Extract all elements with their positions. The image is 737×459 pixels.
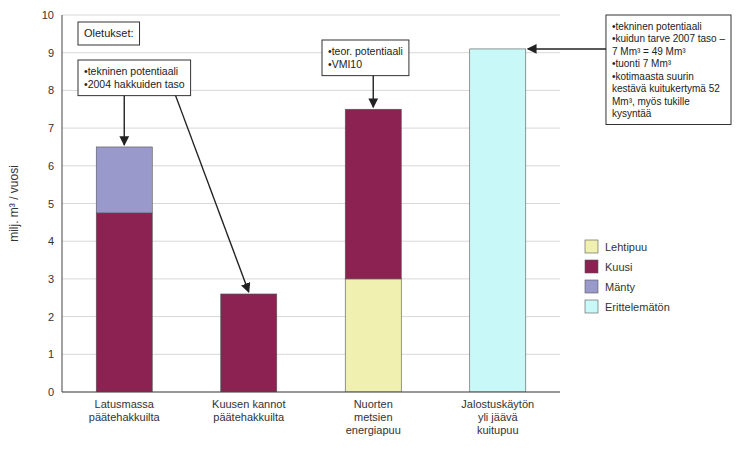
annotation-box — [78, 22, 140, 45]
annotation-line: •kuidun tarve 2007 taso – — [612, 33, 725, 44]
annotation-line: Mm³, myös tukille — [612, 96, 690, 107]
annotation-arrow — [124, 96, 125, 145]
annotation-box — [78, 60, 191, 96]
y-tick-label: 6 — [48, 160, 54, 172]
x-tick-label-line: metsien — [354, 411, 393, 423]
x-tick-label: Jalostuskäytönyli jääväkuitupuu — [461, 398, 534, 436]
annotation-arrow — [176, 96, 249, 292]
chart: 012345678910milj. m³ / vuosiLatusmassapä… — [0, 0, 737, 459]
annotation-line: kysyntää — [612, 108, 652, 119]
annotation-line: kestävä kuitukertymä 52 — [612, 83, 720, 94]
annotation-line: Oletukset: — [84, 27, 134, 39]
annotation: •tekninen potentiaali•kuidun tarve 2007 … — [528, 15, 731, 125]
bar-segment — [96, 147, 152, 213]
x-tick-label-line: Nuorten — [354, 398, 393, 410]
grid-line — [62, 15, 560, 16]
bar-segment — [345, 109, 401, 110]
annotation: •teor. potentiaali•VMI10 — [322, 40, 409, 107]
bar-segment — [96, 213, 152, 392]
x-tick-label-line: kuitupuu — [477, 424, 519, 436]
bars — [96, 49, 526, 392]
bar-segment — [96, 146, 152, 147]
y-tick-label: 2 — [48, 311, 54, 323]
annotation-line: •tekninen potentiaali — [84, 65, 178, 77]
annotation-line: •teor. potentiaali — [328, 45, 403, 57]
annotation-text: •tekninen potentiaali•kuidun tarve 2007 … — [612, 21, 725, 120]
y-tick-label: 9 — [48, 47, 54, 59]
annotation-line: •tekninen potentiaali — [612, 21, 702, 32]
grid-line — [62, 392, 560, 393]
annotation-box — [606, 15, 731, 125]
annotation-text: •teor. potentiaali•VMI10 — [328, 45, 403, 70]
bar-segment — [221, 293, 277, 294]
y-tick-label: 5 — [48, 198, 54, 210]
x-tick-label: Nuortenmetsienenergiapuu — [346, 398, 401, 436]
legend-swatch — [585, 240, 598, 253]
y-tick-label: 3 — [48, 273, 54, 285]
x-tick-label-line: Latusmassa — [95, 398, 155, 410]
y-tick-label: 7 — [48, 122, 54, 134]
x-tick-label-line: päätehakkuilta — [89, 411, 161, 423]
bar-segment — [221, 293, 277, 294]
annotation-arrow — [528, 48, 606, 49]
x-tick-label-line: energiapuu — [346, 424, 401, 436]
y-axis-label: milj. m³ / vuosi — [7, 165, 21, 242]
y-tick-label: 10 — [42, 9, 54, 21]
legend-label: Kuusi — [605, 261, 633, 273]
annotation-line: •kotimaasta suurin — [612, 71, 694, 82]
annotation: •tekninen potentiaali•2004 hakkuiden tas… — [78, 60, 249, 292]
legend-label: Mänty — [605, 281, 635, 293]
annotation-line: •VMI10 — [328, 58, 362, 70]
x-tick-label-line: Jalostuskäytön — [461, 398, 534, 410]
annotation-text: Oletukset: — [84, 27, 134, 39]
y-tick-label: 8 — [48, 84, 54, 96]
x-tick-label: Kuusen kannotpäätehakkuilta — [212, 398, 285, 423]
x-axis — [62, 392, 560, 393]
y-tick-label: 4 — [48, 235, 54, 247]
legend-swatch — [585, 300, 598, 313]
y-tick-label: 0 — [48, 386, 54, 398]
bar-segment — [345, 279, 401, 392]
x-tick-label: Latusmassapäätehakkuilta — [89, 398, 161, 423]
legend-label: Erittelemätön — [605, 301, 670, 313]
x-tick-label-line: päätehakkuilta — [213, 411, 285, 423]
x-tick-label-line: Kuusen kannot — [212, 398, 285, 410]
annotation-line: •2004 hakkuiden taso — [84, 78, 185, 90]
y-tick-label: 1 — [48, 348, 54, 360]
annotation-box — [322, 40, 409, 76]
legend-label: Lehtipuu — [605, 241, 647, 253]
bar-segment — [345, 109, 401, 110]
annotation: Oletukset: — [78, 22, 140, 45]
annotation-line: •tuonti 7 Mm³ — [612, 58, 672, 69]
x-tick-label-line: yli jäävä — [478, 411, 519, 423]
y-axis — [62, 15, 63, 392]
bar-segment — [470, 49, 526, 392]
bar-segment — [345, 109, 401, 279]
annotation-line: 7 Mm³ = 49 Mm³ — [612, 46, 686, 57]
bar-segment — [221, 294, 277, 392]
legend-swatch — [585, 260, 598, 273]
annotation-text: •tekninen potentiaali•2004 hakkuiden tas… — [84, 65, 185, 90]
annotation-arrow — [373, 76, 374, 108]
legend-swatch — [585, 280, 598, 293]
